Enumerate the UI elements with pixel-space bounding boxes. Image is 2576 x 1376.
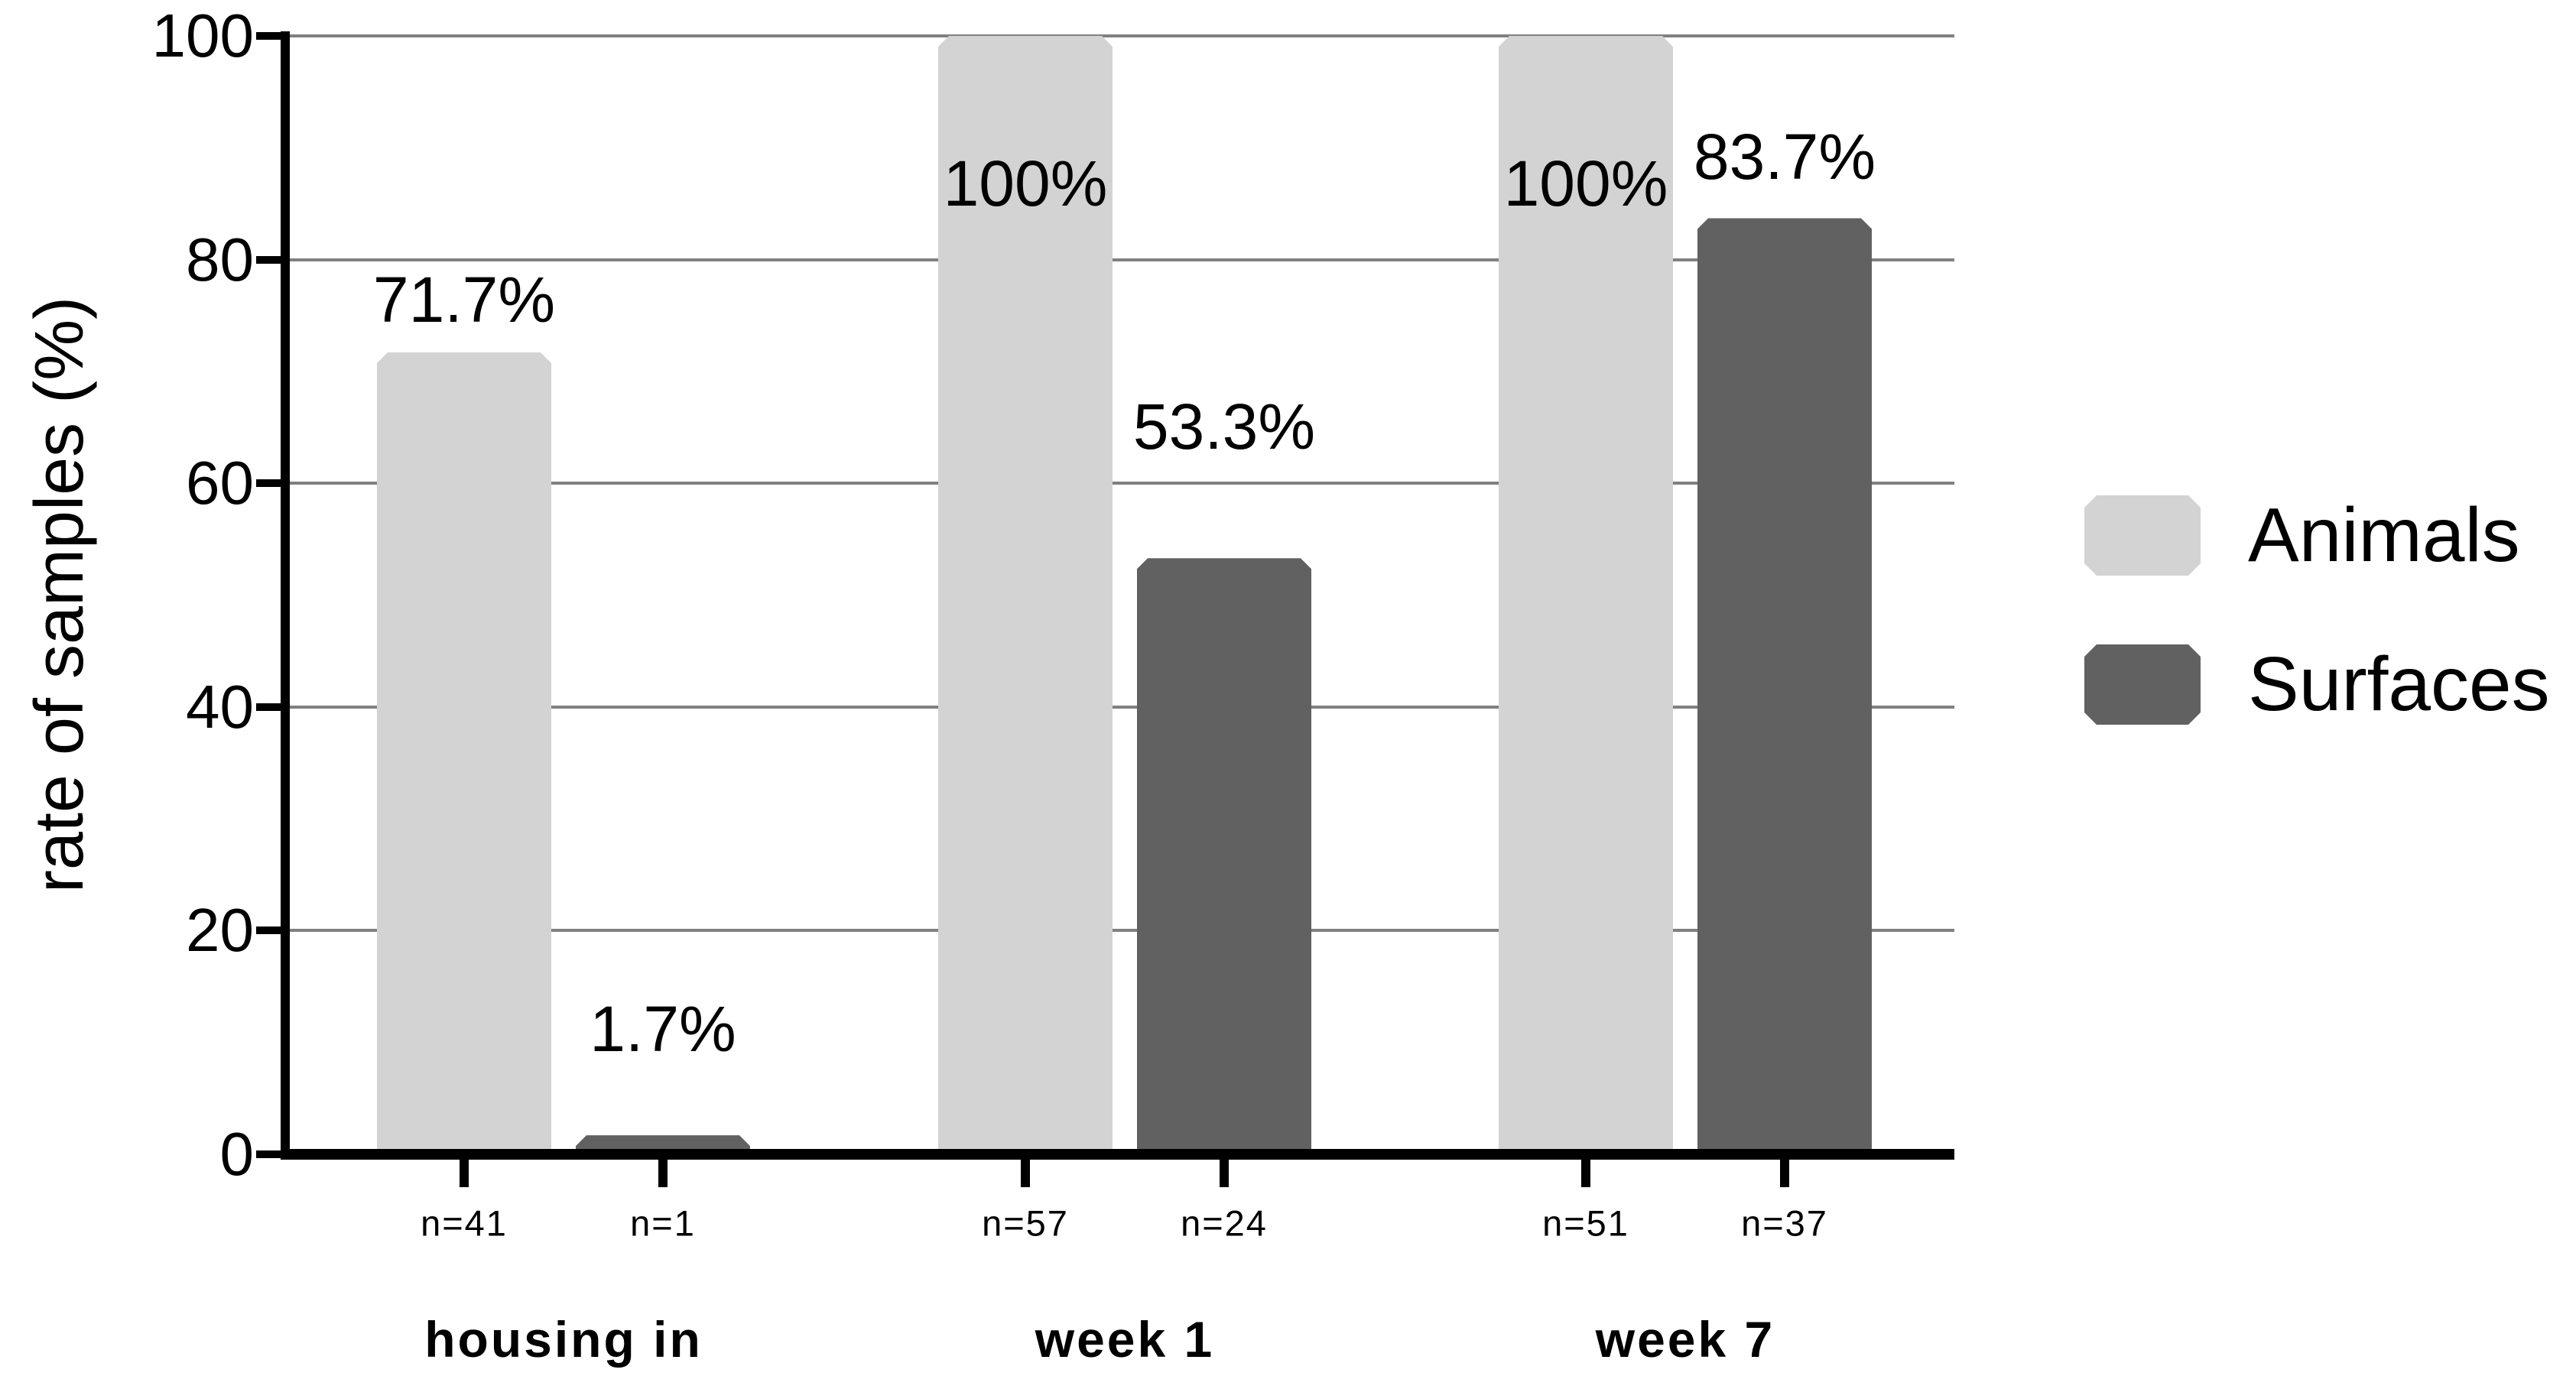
y-tick-label-0: 0 xyxy=(219,1120,255,1188)
gridline-40 xyxy=(285,705,1954,709)
gridline-20 xyxy=(285,929,1954,933)
gridline-80 xyxy=(285,258,1954,261)
value-label-surfaces-week-7: 83.7% xyxy=(1693,121,1876,193)
x-tick-animals-week-1 xyxy=(1021,1160,1030,1187)
category-label-week-7: week 7 xyxy=(1595,1311,1775,1368)
y-axis-line xyxy=(281,31,290,1160)
bar-animals-housing-in xyxy=(377,352,551,1156)
y-tick-label-40: 40 xyxy=(186,672,254,741)
n-label-surfaces-week-7: n=37 xyxy=(1741,1202,1828,1244)
legend-label-surfaces: Surfaces xyxy=(2248,641,2550,727)
y-tick-20 xyxy=(256,927,281,935)
n-label-surfaces-housing-in: n=1 xyxy=(630,1202,696,1244)
legend-swatch-surfaces xyxy=(2084,644,2201,725)
y-tick-40 xyxy=(256,703,281,711)
x-tick-surfaces-week-1 xyxy=(1220,1160,1229,1187)
y-tick-60 xyxy=(256,479,281,488)
value-label-surfaces-week-1: 53.3% xyxy=(1132,391,1316,462)
x-tick-animals-housing-in xyxy=(460,1160,469,1187)
n-label-surfaces-week-1: n=24 xyxy=(1181,1202,1268,1244)
y-tick-label-60: 60 xyxy=(186,449,254,518)
gridline-100 xyxy=(285,34,1954,37)
legend-swatch-animals xyxy=(2084,495,2201,576)
n-label-animals-housing-in: n=41 xyxy=(421,1202,508,1244)
x-tick-animals-week-7 xyxy=(1581,1160,1590,1187)
bar-surfaces-week-7 xyxy=(1697,218,1872,1156)
value-label-animals-week-1: 100% xyxy=(943,148,1108,219)
bar-animals-week-7 xyxy=(1499,36,1673,1156)
bar-animals-week-1 xyxy=(938,36,1113,1156)
y-tick-0 xyxy=(256,1150,281,1158)
y-tick-label-80: 80 xyxy=(186,225,254,294)
y-tick-80 xyxy=(256,255,281,264)
n-label-animals-week-1: n=57 xyxy=(982,1202,1069,1244)
gridline-60 xyxy=(285,482,1954,485)
value-label-animals-week-7: 100% xyxy=(1503,148,1668,219)
legend-label-animals: Animals xyxy=(2248,492,2520,578)
n-label-animals-week-7: n=51 xyxy=(1542,1202,1629,1244)
x-tick-surfaces-housing-in xyxy=(658,1160,668,1187)
value-label-surfaces-housing-in: 1.7% xyxy=(590,993,736,1065)
value-label-animals-housing-in: 71.7% xyxy=(372,264,556,336)
category-label-housing-in: housing in xyxy=(424,1311,703,1368)
x-axis-line xyxy=(281,1149,1954,1160)
y-tick-label-100: 100 xyxy=(151,2,254,70)
y-tick-100 xyxy=(256,32,281,40)
y-tick-label-20: 20 xyxy=(186,896,254,965)
y-axis-title: rate of samples (%) xyxy=(21,296,98,894)
bar-surfaces-week-1 xyxy=(1137,558,1311,1156)
x-tick-surfaces-week-7 xyxy=(1780,1160,1789,1187)
category-label-week-1: week 1 xyxy=(1035,1311,1215,1368)
